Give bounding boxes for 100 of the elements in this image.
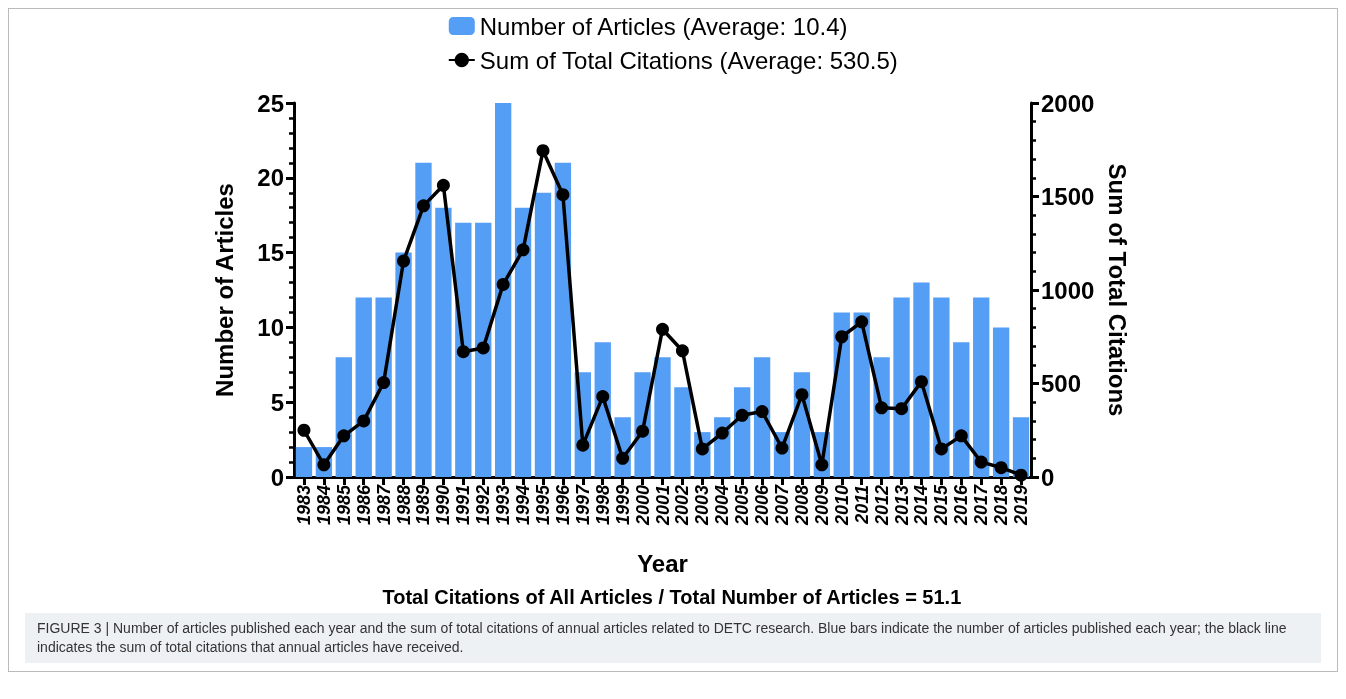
bar [295, 447, 313, 477]
bar [674, 387, 691, 477]
point [914, 375, 928, 389]
point [456, 345, 470, 359]
x-tick-label: 2003 [692, 485, 713, 527]
bar [933, 297, 950, 477]
x-tick-label: 1999 [612, 485, 633, 526]
bar [654, 357, 671, 477]
y-tick-label: 10 [257, 313, 284, 341]
point [656, 322, 669, 336]
point [974, 455, 988, 469]
bar [893, 297, 910, 477]
point [735, 408, 749, 422]
point [476, 341, 490, 355]
y2-tick-label: 1500 [1041, 183, 1095, 210]
point [994, 461, 1008, 475]
point [875, 401, 889, 415]
y-tick-label: 25 [257, 89, 284, 117]
x-tick-label: 2017 [971, 484, 992, 527]
y-axis-title: Number of Articles [210, 183, 238, 397]
point [596, 390, 610, 404]
y2-axis-title: Sum of Total Citations [1103, 163, 1131, 417]
y2-tick-label: 2000 [1041, 89, 1095, 117]
point [416, 199, 430, 213]
x-tick-label: 2013 [891, 485, 912, 527]
point [815, 458, 829, 472]
y-tick-label: 15 [257, 239, 284, 267]
bar [415, 162, 432, 477]
point [337, 429, 351, 443]
point [397, 254, 411, 268]
x-tick-label: 1993 [493, 485, 514, 526]
x-tick-label: 2019 [1011, 485, 1032, 527]
x-tick-label: 2004 [712, 485, 733, 527]
point [377, 376, 391, 390]
x-tick-label: 1996 [552, 484, 573, 526]
x-tick-label: 1986 [353, 484, 374, 526]
point [436, 178, 450, 192]
point [855, 315, 869, 329]
bar [355, 297, 372, 477]
bar [953, 342, 970, 477]
text: Total Citations of All Articles / Total Number of Articles = 51.1 [382, 586, 962, 608]
bar [534, 192, 552, 477]
x-tick-label: 1984 [313, 485, 334, 526]
x-tick-label: 1995 [532, 484, 553, 526]
bar [455, 222, 472, 477]
y2-tick-label: 0 [1041, 463, 1055, 491]
x-tick-label: 1998 [592, 485, 613, 526]
x-tick-label: 1985 [333, 484, 354, 526]
point [835, 330, 849, 344]
point [496, 277, 510, 291]
bar [992, 327, 1010, 477]
caption: FIGURE 3 | Number of articles published each year and the sum of total citations of annual articles related to DETC research. Blue bars indicate the number of articles published each year; the black line indicates the sum of total citations that annual articles have received. [25, 613, 1321, 663]
point [715, 426, 729, 440]
point [357, 414, 371, 428]
point [934, 442, 948, 456]
bar [973, 297, 990, 477]
bar [395, 252, 412, 477]
x-tick-label: 2006 [752, 484, 773, 527]
x-tick-label: 1983 [293, 485, 314, 526]
bar [514, 207, 532, 477]
x-tick-label: 2005 [732, 484, 753, 527]
x-tick-label: 1992 [473, 485, 494, 526]
y-tick-label: 20 [257, 164, 284, 192]
bar [475, 222, 492, 477]
point [536, 144, 550, 158]
x-tick-label: 2014 [911, 485, 932, 527]
x-tick-label: 1987 [373, 484, 394, 526]
x-tick-label: 2012 [871, 485, 892, 527]
legend-label: Sum of Total Citations (Average: 530.5) [479, 46, 898, 74]
x-tick-label: 2011 [851, 485, 872, 525]
x-tick-label: 1990 [433, 485, 454, 526]
y-tick-label: 0 [270, 463, 284, 491]
bar [435, 207, 452, 477]
point [616, 451, 630, 465]
point [297, 423, 311, 437]
x-tick-label: 2000 [632, 485, 653, 527]
y2-tick-label: 1000 [1041, 276, 1095, 304]
bar [335, 357, 352, 477]
x-tick-label: 2009 [811, 485, 832, 527]
x-tick-label: 1994 [513, 485, 534, 526]
legend-label: Number of Articles (Average: 10.4) [479, 12, 848, 40]
x-tick-label: 2007 [772, 484, 793, 527]
bar [753, 357, 771, 477]
y2-tick-label: 500 [1041, 370, 1082, 397]
x-axis-title: Year [637, 549, 688, 577]
x-tick-label: 2002 [672, 485, 693, 527]
bar [853, 312, 870, 477]
point [895, 402, 909, 416]
x-tick-label: 2001 [652, 485, 673, 527]
point [675, 344, 689, 358]
point [576, 438, 590, 452]
point [795, 388, 809, 402]
x-tick-label: 1997 [572, 484, 593, 526]
x-tick-label: 1991 [453, 485, 474, 526]
point [516, 243, 530, 257]
x-tick-label: 2018 [991, 485, 1012, 527]
x-tick-label: 1989 [413, 485, 434, 526]
point [755, 405, 769, 419]
bar [913, 282, 930, 477]
x-tick-label: 2015 [931, 484, 952, 527]
